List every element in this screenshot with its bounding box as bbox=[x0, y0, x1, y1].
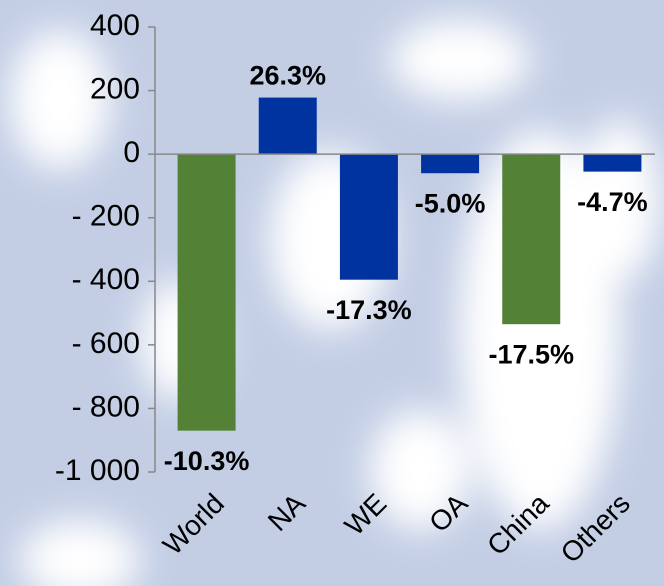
bar bbox=[258, 97, 317, 155]
y-tick-label: - 800 bbox=[72, 390, 140, 423]
y-tick-label: 0 bbox=[123, 136, 140, 169]
y-tick-label: - 600 bbox=[72, 327, 140, 360]
data-label: -10.3% bbox=[164, 446, 250, 476]
y-tick-label: - 400 bbox=[72, 263, 140, 296]
y-tick-label: 200 bbox=[90, 72, 140, 105]
data-label: 26.3% bbox=[249, 61, 326, 91]
bar bbox=[583, 154, 642, 172]
data-label: -4.7% bbox=[577, 187, 648, 217]
y-tick-label: 400 bbox=[90, 9, 140, 42]
y-tick-label: -1 000 bbox=[55, 454, 140, 487]
data-label: -17.3% bbox=[326, 295, 412, 325]
bar bbox=[177, 154, 236, 431]
bar bbox=[502, 154, 561, 325]
bar bbox=[421, 154, 480, 174]
y-tick-label: - 200 bbox=[72, 200, 140, 233]
bar bbox=[339, 154, 398, 280]
background-pattern bbox=[10, 20, 660, 586]
data-label: -5.0% bbox=[415, 188, 486, 218]
data-label: -17.5% bbox=[488, 339, 574, 369]
